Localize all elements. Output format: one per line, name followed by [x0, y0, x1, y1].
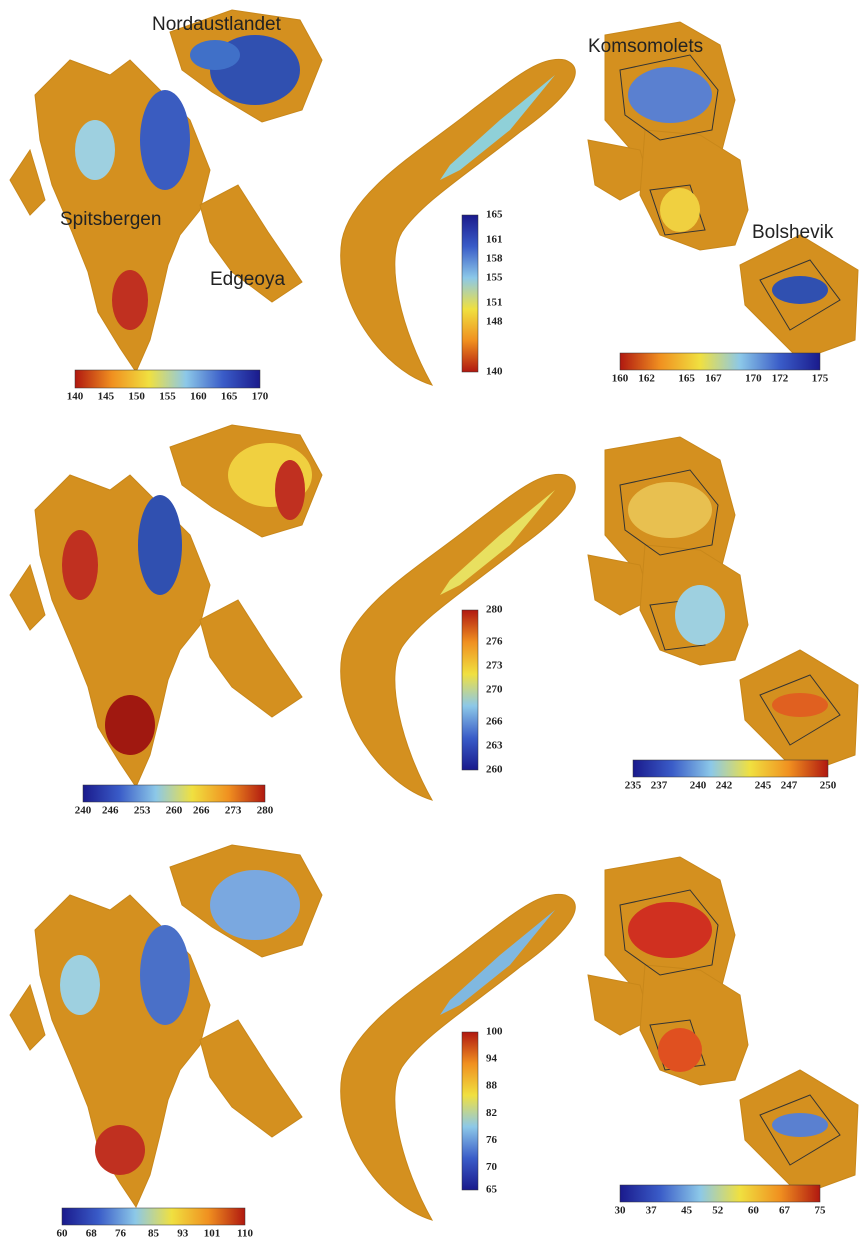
colorbar-tick-label: 67 — [779, 1205, 791, 1217]
colorbar-tick-label: 60 — [57, 1228, 69, 1240]
colorbar-tick-label: 37 — [646, 1205, 658, 1217]
region-label: Komsomolets — [588, 36, 703, 57]
row-1 — [10, 10, 858, 385]
colorbar — [83, 785, 265, 802]
colorbar-tick-label: 75 — [815, 1205, 827, 1217]
colorbar-tick-label: 150 — [128, 391, 145, 403]
colorbar-tick-label: 247 — [781, 780, 798, 792]
colorbar-tick-label: 172 — [772, 373, 789, 385]
colorbar-tick-label: 250 — [820, 780, 837, 792]
colorbar-tick-label: 161 — [486, 234, 503, 246]
colorbar-tick-label: 165 — [678, 373, 695, 385]
colorbar — [633, 760, 828, 777]
colorbar-tick-label: 276 — [486, 636, 503, 648]
colorbar-tick-label: 68 — [86, 1228, 98, 1240]
colorbar-tick-label: 76 — [115, 1228, 127, 1240]
colorbar — [462, 1032, 478, 1190]
colorbar-tick-label: 170 — [252, 391, 269, 403]
colorbar-tick-label: 162 — [638, 373, 655, 385]
colorbar-tick-label: 266 — [193, 805, 210, 817]
colorbar-tick-label: 237 — [651, 780, 668, 792]
region-label: Spitsbergen — [60, 209, 161, 230]
colorbar-tick-label: 88 — [486, 1080, 498, 1092]
colorbar-tick-label: 70 — [486, 1161, 498, 1173]
colorbar-tick-label: 273 — [225, 805, 242, 817]
row-2 — [10, 425, 858, 800]
colorbar-tick-label: 260 — [486, 764, 503, 776]
colorbar-tick-label: 155 — [486, 271, 503, 283]
colorbar-tick-label: 93 — [177, 1228, 189, 1240]
figure: Nordaustlandet Spitsbergen Edgeoya Komso… — [0, 0, 863, 1244]
colorbar-tick-label: 30 — [615, 1205, 627, 1217]
colorbar-tick-label: 140 — [67, 391, 84, 403]
row-3 — [10, 845, 858, 1220]
colorbar-tick-label: 52 — [712, 1205, 724, 1217]
colorbar-tick-label: 148 — [486, 315, 503, 327]
colorbar-tick-label: 140 — [486, 366, 503, 378]
colorbar-tick-label: 242 — [716, 780, 733, 792]
colorbar-tick-label: 266 — [486, 716, 503, 728]
colorbar-tick-label: 175 — [812, 373, 829, 385]
colorbar-tick-label: 110 — [237, 1228, 253, 1240]
colorbar-tick-label: 260 — [166, 805, 183, 817]
colorbar-tick-label: 280 — [486, 604, 503, 616]
colorbar — [620, 353, 820, 370]
colorbar-tick-label: 160 — [612, 373, 629, 385]
colorbar — [462, 610, 478, 770]
colorbar-tick-label: 245 — [755, 780, 772, 792]
colorbar-tick-label: 100 — [486, 1026, 503, 1038]
colorbar — [620, 1185, 820, 1202]
colorbar-tick-label: 165 — [221, 391, 238, 403]
colorbar-tick-label: 263 — [486, 740, 503, 752]
colorbar-tick-label: 165 — [486, 209, 503, 221]
colorbar-tick-label: 60 — [748, 1205, 760, 1217]
colorbar-tick-label: 145 — [98, 391, 115, 403]
colorbar-tick-label: 82 — [486, 1107, 498, 1119]
colorbar-tick-label: 273 — [486, 660, 503, 672]
colorbar — [462, 215, 478, 372]
colorbar-tick-label: 85 — [148, 1228, 160, 1240]
colorbar-tick-label: 246 — [102, 805, 119, 817]
colorbar-tick-label: 167 — [705, 373, 722, 385]
colorbar-tick-label: 170 — [745, 373, 762, 385]
region-label: Nordaustlandet — [152, 14, 282, 35]
region-label: Bolshevik — [752, 222, 834, 243]
colorbar-tick-label: 158 — [486, 252, 503, 264]
colorbar-tick-label: 155 — [159, 391, 176, 403]
colorbar-tick-label: 253 — [134, 805, 151, 817]
colorbar-tick-label: 235 — [625, 780, 642, 792]
colorbar-tick-label: 270 — [486, 684, 503, 696]
colorbar-tick-label: 240 — [690, 780, 707, 792]
region-label: Edgeoya — [210, 269, 285, 290]
colorbar-tick-label: 160 — [190, 391, 207, 403]
colorbar — [75, 370, 260, 388]
colorbar-tick-label: 45 — [681, 1205, 693, 1217]
colorbar — [62, 1208, 245, 1225]
colorbar-tick-label: 76 — [486, 1134, 498, 1146]
colorbar-tick-label: 280 — [257, 805, 274, 817]
colorbar-tick-label: 65 — [486, 1184, 498, 1196]
colorbar-tick-label: 151 — [486, 296, 503, 308]
colorbar-tick-label: 240 — [75, 805, 92, 817]
colorbar-tick-label: 94 — [486, 1053, 498, 1065]
colorbar-tick-label: 101 — [204, 1228, 221, 1240]
